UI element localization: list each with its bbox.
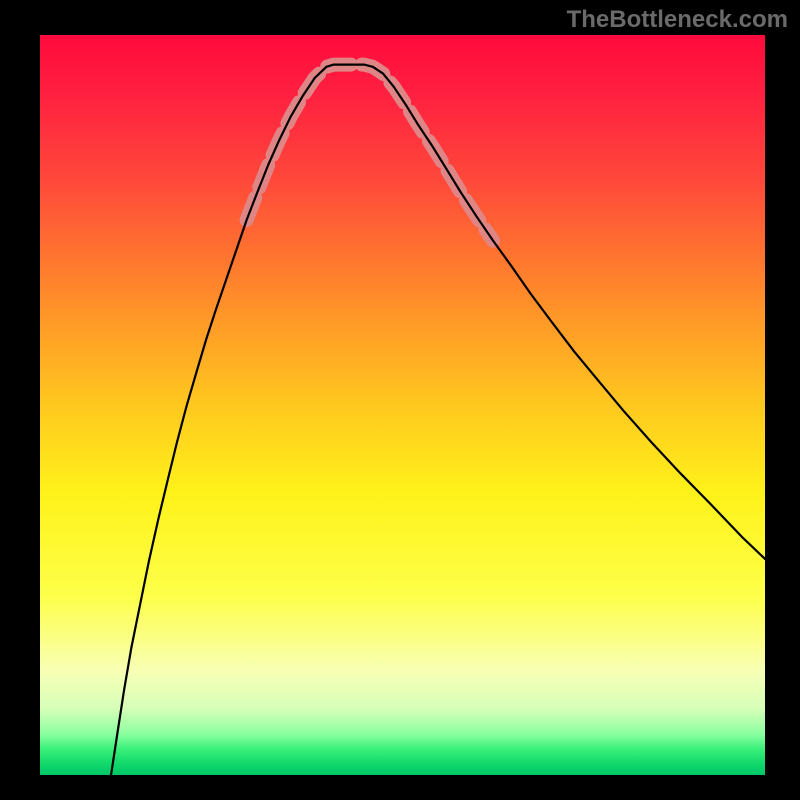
curve-highlight-layer xyxy=(247,65,494,241)
curve-main-layer xyxy=(111,65,765,775)
watermark-text: TheBottleneck.com xyxy=(567,6,788,34)
chart-stage: TheBottleneck.com xyxy=(0,0,800,800)
main-curve xyxy=(111,65,765,775)
highlight-segment-0 xyxy=(247,65,494,241)
plot-svg xyxy=(0,0,800,800)
